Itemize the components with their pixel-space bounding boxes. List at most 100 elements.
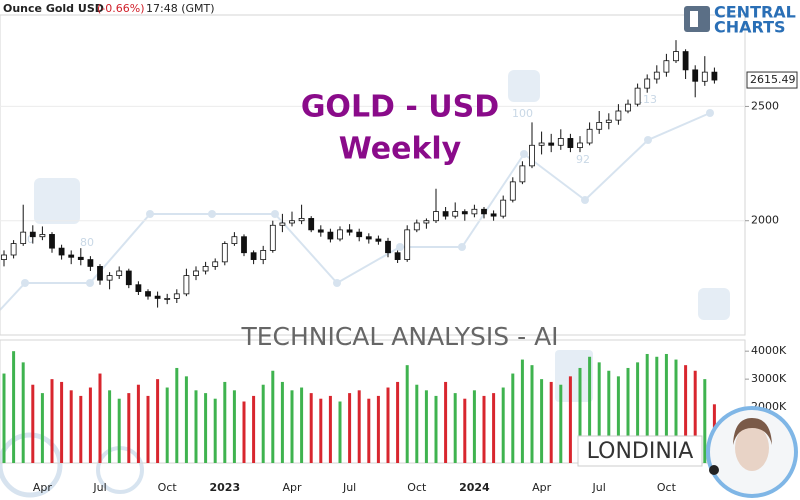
- last-price-box: [746, 71, 798, 89]
- candle-body: [519, 165, 526, 183]
- volume-bar: [530, 365, 534, 463]
- volume-bar: [290, 390, 294, 463]
- volume-bar: [376, 395, 380, 463]
- volume-bar: [636, 362, 640, 463]
- candle-body: [39, 234, 46, 238]
- x-tick-label: 2024: [459, 481, 490, 494]
- candle-body: [87, 259, 94, 267]
- candle-body: [356, 231, 363, 238]
- candle-body: [135, 284, 142, 292]
- candle-body: [20, 231, 27, 244]
- candle-body: [625, 103, 631, 112]
- volume-bar: [645, 353, 649, 463]
- candle-body: [548, 142, 555, 146]
- y-tick-label: 2500: [751, 99, 779, 112]
- volume-bar: [568, 376, 572, 463]
- volume-bar: [367, 398, 371, 463]
- volume-bar: [242, 401, 246, 463]
- candle-body: [471, 208, 478, 215]
- brand-box: [577, 435, 703, 467]
- volume-bar: [578, 367, 582, 463]
- candle-body: [77, 256, 84, 260]
- avatar-face: [735, 425, 769, 471]
- volume-bar: [40, 393, 44, 463]
- volume-bar: [703, 379, 707, 463]
- watermark-title: GOLD - USD: [301, 90, 499, 125]
- volume-bar: [588, 356, 592, 463]
- watermark-number: 100: [512, 107, 533, 120]
- volume-bar: [482, 395, 486, 463]
- last-price-label: 2615.49: [750, 73, 796, 86]
- volume-bar: [674, 359, 678, 463]
- volume-bar: [424, 390, 428, 463]
- brand: LONDINIA: [587, 439, 694, 464]
- candle-body: [615, 110, 622, 121]
- candle-body: [164, 298, 171, 300]
- volume-bar: [693, 370, 697, 463]
- candle-body: [423, 220, 430, 224]
- watermark-subtitle: Weekly: [339, 132, 462, 167]
- volume-bar: [136, 384, 140, 463]
- volume-bar: [626, 367, 630, 463]
- candle-body: [289, 220, 295, 224]
- candle-body: [212, 261, 219, 267]
- candle-body: [29, 231, 36, 238]
- candle-body: [596, 122, 603, 130]
- candle-body: [375, 238, 382, 242]
- watermark-number: 80: [80, 236, 94, 249]
- candle-body: [1, 254, 7, 260]
- volume-bar: [463, 398, 467, 463]
- candle-body: [711, 71, 718, 81]
- candle-body: [442, 211, 449, 217]
- candle-body: [509, 181, 516, 201]
- candle-body: [538, 142, 545, 146]
- volume-bar: [194, 390, 198, 463]
- candle-body: [193, 270, 199, 276]
- time: 17:48 (GMT): [146, 2, 215, 15]
- volume-bar: [348, 393, 352, 463]
- candle-body: [461, 211, 468, 215]
- volume-bar: [300, 387, 304, 463]
- x-tick-label: Apr: [532, 481, 552, 494]
- volume-bar: [444, 381, 448, 463]
- volume-bar: [213, 398, 217, 463]
- volume-panel: [0, 339, 746, 464]
- volume-bar: [501, 387, 505, 463]
- candle-body: [49, 234, 55, 249]
- volume-bar: [396, 381, 400, 463]
- candle-body: [481, 208, 487, 215]
- volume-bar: [108, 390, 112, 463]
- candle-body: [529, 144, 535, 167]
- volume-bar: [386, 387, 390, 463]
- volume-bar: [434, 395, 438, 463]
- candle-body: [260, 250, 267, 260]
- volume-bar: [60, 381, 64, 463]
- candle-body: [692, 69, 699, 82]
- candle-body: [394, 252, 401, 260]
- volume-bar: [684, 365, 688, 463]
- candle-body: [279, 222, 286, 226]
- volume-bar: [405, 365, 409, 463]
- watermark-number: 113: [636, 93, 657, 106]
- candle-body: [346, 229, 353, 233]
- candle-body: [605, 119, 612, 123]
- y-tick-label: 2000: [751, 214, 779, 227]
- volume-bar: [127, 393, 131, 463]
- instrument-name: Ounce Gold USD: [3, 2, 104, 15]
- candle-body: [653, 71, 660, 80]
- volume-bar: [540, 379, 544, 463]
- candle-body: [68, 254, 75, 258]
- candle-body: [231, 236, 238, 244]
- volume-bar: [31, 384, 35, 463]
- volume-bar: [12, 351, 16, 463]
- volume-bar: [146, 395, 150, 463]
- watermark-graph: [0, 70, 730, 498]
- candle-body: [557, 138, 564, 146]
- price-panel: [0, 14, 746, 336]
- candle-body: [145, 291, 151, 297]
- candle-body: [97, 266, 103, 281]
- volume-bar: [232, 390, 236, 463]
- candle-body: [221, 243, 228, 263]
- candle-body: [250, 252, 257, 260]
- candle-body: [154, 295, 161, 299]
